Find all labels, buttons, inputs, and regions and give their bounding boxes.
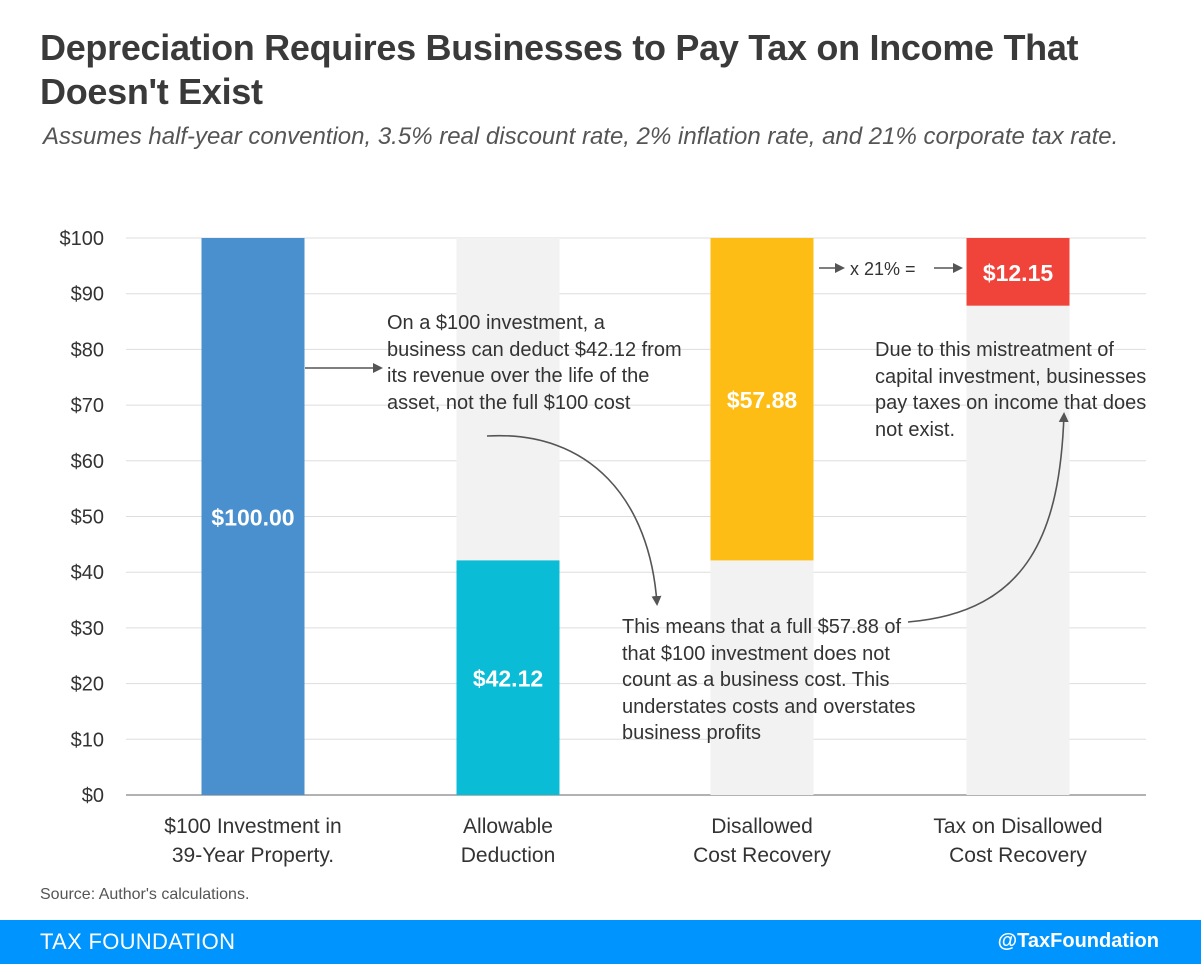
bar-chart: $0 $10 $20 $30 $40 $50 $60 $70 $80 $90 $100 $100 I…: [60, 228, 1146, 867]
category-label: $100 Investment in 39-Year Property.: [164, 815, 341, 867]
footer-brand: TAX FOUNDATION: [40, 929, 236, 954]
bar-value-label: $42.12: [473, 666, 543, 692]
category-label: Tax on Disallowed Cost Recovery: [933, 815, 1102, 867]
y-tick-label: $20: [71, 674, 104, 696]
annotation-mistreatment: Due to this mistreatment of capital inve…: [875, 339, 1147, 441]
chart-title: Depreciation Requires Businesses to Pay …: [40, 27, 1079, 112]
annotation-disallowed: This means that a full $57.88 of that $1…: [622, 616, 916, 744]
arrow-note-to-disallowed: [486, 434, 662, 606]
category-label: Disallowed Cost Recovery: [693, 815, 831, 867]
y-tick-label: $30: [71, 618, 104, 640]
annotation-deduction: On a $100 investment, a business can ded…: [387, 312, 682, 414]
source-note: Source: Author's calculations.: [40, 886, 250, 903]
y-tick-label: $90: [71, 284, 104, 306]
y-tick-label: $60: [71, 451, 104, 473]
y-tick-label: $10: [71, 729, 104, 751]
footer-handle[interactable]: @TaxFoundation: [997, 930, 1159, 952]
y-tick-label: $70: [71, 395, 104, 417]
bar-value-label: $57.88: [727, 387, 798, 413]
bar: [456, 560, 560, 795]
bar: [966, 238, 1070, 306]
bar-value-label: $100.00: [211, 505, 294, 531]
chart-subtitle: Assumes half-year convention, 3.5% real …: [43, 123, 1119, 150]
annotation-arrows: [305, 263, 1069, 623]
bar: [710, 238, 814, 561]
bar: [201, 238, 305, 795]
bar-value-label: $12.15: [983, 260, 1054, 286]
arrow-disallowed-to-tax-note: [907, 412, 1069, 623]
y-tick-label: $100: [60, 228, 105, 250]
y-tick-label: $0: [82, 785, 104, 807]
category-label: Allowable Deduction: [461, 815, 556, 867]
bar-background: [966, 238, 1070, 795]
y-tick-label: $80: [71, 339, 104, 361]
y-tick-label: $50: [71, 507, 104, 529]
footer-bar: TAX FOUNDATION @TaxFoundation: [0, 920, 1201, 964]
y-tick-label: $40: [71, 562, 104, 584]
multiplier-label: x 21% =: [850, 259, 916, 279]
